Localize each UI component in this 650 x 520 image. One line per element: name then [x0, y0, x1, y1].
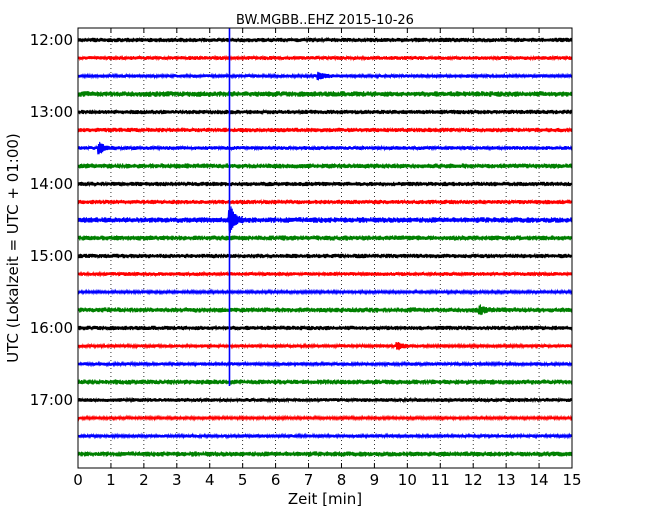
trace-layer	[77, 36, 573, 458]
y-tick-label: 17:00	[30, 391, 73, 409]
x-tick-label: 3	[172, 471, 182, 489]
x-tick-label: 10	[398, 471, 417, 489]
y-axis-label: UTC (Lokalzeit = UTC + 01:00)	[4, 133, 22, 363]
trace-1430	[77, 206, 573, 233]
y-tick-label: 16:00	[30, 319, 73, 337]
x-tick-label: 6	[271, 471, 281, 489]
y-tick-label: 12:00	[30, 31, 73, 49]
x-tick-label: 4	[205, 471, 215, 489]
trace-1300	[77, 108, 573, 116]
x-axis-label: Zeit [min]	[288, 490, 362, 508]
y-tick-label: 13:00	[30, 103, 73, 121]
x-tick-label: 14	[530, 471, 549, 489]
x-tick-label: 11	[431, 471, 450, 489]
trace-1415	[77, 198, 573, 206]
grid-lines	[110, 28, 540, 468]
x-tick-label: 13	[497, 471, 516, 489]
trace-1500	[77, 252, 573, 260]
trace-1515	[77, 270, 573, 278]
plot-frame	[77, 27, 573, 469]
trace-1330	[77, 141, 573, 155]
trace-1630	[77, 360, 573, 368]
trace-1230	[77, 71, 573, 81]
x-tick-label: 9	[370, 471, 380, 489]
trace-1615	[77, 341, 573, 351]
trace-1445	[77, 234, 573, 242]
x-tick-label: 0	[73, 471, 83, 489]
x-tick-label: 12	[464, 471, 483, 489]
trace-1645	[77, 378, 573, 386]
x-tick-label: 2	[139, 471, 149, 489]
trace-1200	[77, 36, 573, 44]
trace-1400	[77, 180, 573, 188]
trace-1245	[77, 91, 573, 97]
y-tick-label: 14:00	[30, 175, 73, 193]
trace-1715	[77, 414, 573, 422]
trace-1530	[77, 288, 573, 296]
x-tick-label: 8	[337, 471, 347, 489]
chart-title: BW.MGBB..EHZ 2015-10-26	[236, 13, 414, 28]
trace-1700	[77, 396, 573, 404]
x-tick-label: 1	[106, 471, 116, 489]
trace-1315	[77, 126, 573, 134]
trace-1345	[77, 163, 573, 169]
x-tick-label: 5	[238, 471, 248, 489]
trace-1545	[77, 304, 573, 316]
x-tick-label: 15	[562, 471, 581, 489]
tick-layer: 0 1 2 3 4 5 6 7 8 9 10 11 12 13 14 1512:0013:0014:0015:…	[30, 28, 582, 489]
x-tick-label: 7	[304, 471, 314, 489]
trace-1600	[77, 324, 573, 332]
y-tick-label: 15:00	[30, 247, 73, 265]
trace-1745	[77, 450, 573, 458]
trace-1215	[77, 54, 573, 62]
trace-1730	[77, 432, 573, 440]
